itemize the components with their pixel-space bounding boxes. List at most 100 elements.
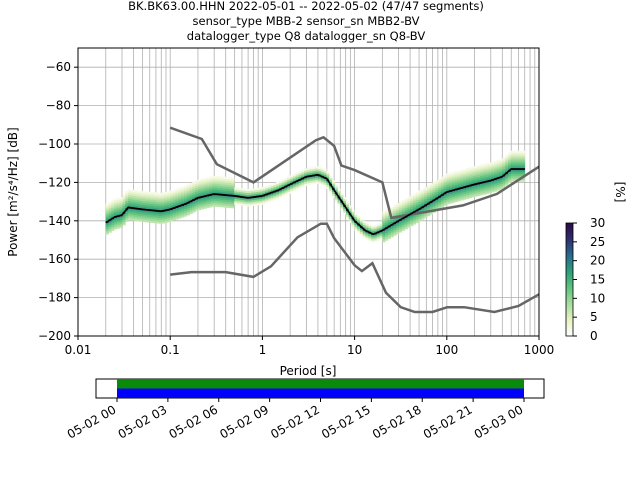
density-cell: [507, 156, 512, 159]
density-cell: [471, 189, 475, 192]
density-cell: [390, 229, 394, 232]
density-cell: [170, 200, 174, 203]
density-cell: [443, 199, 447, 202]
density-cell: [122, 215, 126, 218]
density-cell: [491, 175, 495, 178]
density-cell: [421, 209, 425, 212]
density-cell: [167, 206, 171, 209]
density-cell: [485, 165, 489, 168]
density-cell: [116, 197, 121, 200]
density-cell: [516, 173, 520, 176]
density-cell: [298, 182, 302, 185]
density-cell: [142, 193, 146, 196]
density-cell: [485, 176, 489, 179]
density-cell: [460, 173, 464, 176]
density-cell: [150, 220, 154, 223]
density-cell: [471, 166, 475, 169]
density-cell: [401, 199, 406, 203]
density-cell: [438, 180, 442, 183]
density-cell: [304, 174, 308, 177]
density-cell: [192, 195, 196, 198]
density-cell: [404, 206, 408, 209]
density-cell: [482, 175, 487, 178]
density-cell: [519, 154, 523, 157]
density-cell: [407, 210, 411, 213]
density-cell: [499, 168, 503, 171]
density-cell: [485, 191, 489, 195]
density-cell: [133, 195, 137, 198]
density-cell: [122, 213, 126, 216]
density-cell: [189, 204, 193, 207]
density-cell: [340, 194, 344, 197]
density-cell: [480, 185, 484, 188]
density-cell: [231, 204, 235, 207]
density-cell: [376, 229, 380, 232]
density-cell: [209, 186, 213, 189]
density-cell: [203, 193, 207, 196]
density-cell: [156, 207, 160, 211]
density-cell: [435, 205, 439, 208]
density-cell: [200, 188, 204, 191]
density-cell: [312, 178, 316, 181]
density-cell: [326, 184, 330, 187]
density-cell: [111, 226, 115, 229]
density-cell: [410, 197, 414, 200]
density-cell: [507, 152, 512, 155]
density-cell: [421, 200, 425, 203]
density-cell: [214, 200, 218, 203]
density-cell: [181, 209, 185, 212]
density-cell: [399, 209, 403, 212]
density-cell: [426, 212, 431, 215]
density-cell: [457, 185, 461, 188]
density-cell: [114, 210, 118, 213]
density-cell: [351, 209, 355, 212]
density-cell: [133, 190, 137, 193]
density-cell: [211, 189, 216, 192]
density-cell: [142, 191, 146, 194]
density-cell: [421, 202, 425, 205]
density-cell: [340, 204, 344, 207]
density-cell: [401, 213, 406, 216]
density-cell: [323, 171, 327, 174]
density-cell: [435, 201, 439, 204]
density-cell: [496, 178, 500, 182]
density-cell: [270, 197, 274, 200]
density-cell: [485, 172, 489, 175]
density-cell: [259, 193, 263, 196]
density-cell: [491, 169, 495, 172]
density-cell: [223, 180, 227, 183]
density-cell: [404, 207, 408, 211]
density-cell: [407, 206, 411, 209]
density-cell: [304, 170, 308, 173]
density-cell: [161, 221, 165, 224]
density-cell: [415, 199, 419, 202]
density-cell: [320, 181, 325, 184]
density-cell: [393, 214, 397, 217]
density-cell: [122, 221, 126, 224]
density-cell: [474, 184, 478, 188]
density-cell: [181, 198, 185, 201]
density-cell: [231, 185, 235, 188]
density-cell: [343, 208, 347, 211]
density-cell: [195, 187, 199, 191]
density-cell: [507, 173, 512, 176]
density-cell: [516, 152, 520, 155]
density-cell: [237, 189, 241, 192]
density-cell: [496, 169, 500, 172]
density-cell: [211, 183, 216, 186]
density-cell: [228, 181, 232, 184]
density-cell: [237, 203, 241, 206]
density-cell: [231, 192, 235, 195]
density-cell: [440, 199, 445, 202]
density-cell: [468, 196, 473, 199]
density-cell: [477, 168, 481, 172]
density-cell: [108, 226, 112, 229]
density-cell: [248, 204, 252, 207]
density-cell: [239, 201, 244, 204]
density-cell: [158, 219, 163, 222]
density-cell: [365, 224, 369, 227]
density-cell: [407, 204, 411, 207]
density-cell: [362, 234, 366, 237]
density-cell: [128, 208, 132, 211]
density-cell: [290, 180, 294, 183]
